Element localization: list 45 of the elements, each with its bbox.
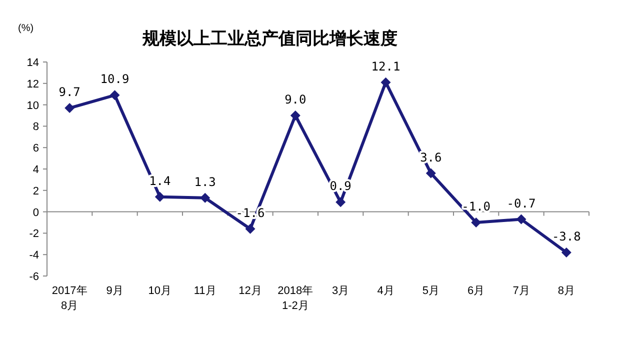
point bbox=[245, 224, 256, 234]
chart-title: 规模以上工业总产值同比增长速度 bbox=[142, 29, 398, 48]
point bbox=[471, 218, 482, 228]
point bbox=[64, 103, 75, 114]
x-tick-label: 7月 bbox=[512, 285, 530, 297]
text: -1.0 bbox=[462, 200, 491, 214]
point bbox=[154, 192, 165, 202]
y-tick-label: 4 bbox=[32, 164, 39, 176]
x-tick-label: 2018年 1-2月 bbox=[278, 285, 314, 312]
text: 12.1 bbox=[371, 59, 400, 74]
x-tick-label: 6月 bbox=[468, 285, 485, 297]
y-tick-label: 8 bbox=[32, 121, 39, 134]
point bbox=[200, 192, 210, 203]
point bbox=[290, 110, 300, 120]
x-tick-label: 9月 bbox=[106, 285, 124, 297]
point bbox=[110, 90, 120, 100]
x-tick-label: 8月 bbox=[558, 285, 575, 297]
x-tick-label: 4月 bbox=[377, 285, 394, 297]
point bbox=[516, 214, 526, 224]
y-tick-label: 14 bbox=[26, 57, 39, 69]
y-tick-label: 12 bbox=[26, 78, 39, 90]
x-tick-label: 10月 bbox=[148, 285, 172, 297]
y-axis-title: (%) bbox=[18, 23, 34, 34]
y-tick-label: 0 bbox=[32, 206, 39, 219]
y-tick-label: -6 bbox=[29, 271, 39, 283]
y-tick-label: -4 bbox=[29, 250, 39, 262]
y-tick-label: -2 bbox=[29, 228, 39, 240]
x-tick-label: 2017年 8月 bbox=[52, 285, 88, 312]
text: 10.9 bbox=[100, 72, 130, 86]
point bbox=[561, 247, 572, 258]
text: 9.7 bbox=[58, 85, 80, 100]
text: -0.7 bbox=[506, 196, 536, 210]
x-tick-label: 5月 bbox=[422, 285, 440, 297]
x-tick-label: 3月 bbox=[332, 285, 350, 297]
x-tick-label: 12月 bbox=[238, 285, 262, 297]
y-tick-label: 6 bbox=[32, 142, 39, 155]
x-tick-label: 11月 bbox=[194, 285, 216, 297]
point bbox=[426, 168, 436, 178]
point bbox=[380, 77, 391, 88]
y-tick-label: 2 bbox=[32, 185, 39, 198]
text: -3.8 bbox=[552, 229, 581, 244]
y-tick-label: 10 bbox=[26, 100, 39, 112]
point bbox=[336, 197, 346, 208]
text: 1.3 bbox=[194, 174, 216, 189]
text: 9.0 bbox=[284, 92, 306, 106]
